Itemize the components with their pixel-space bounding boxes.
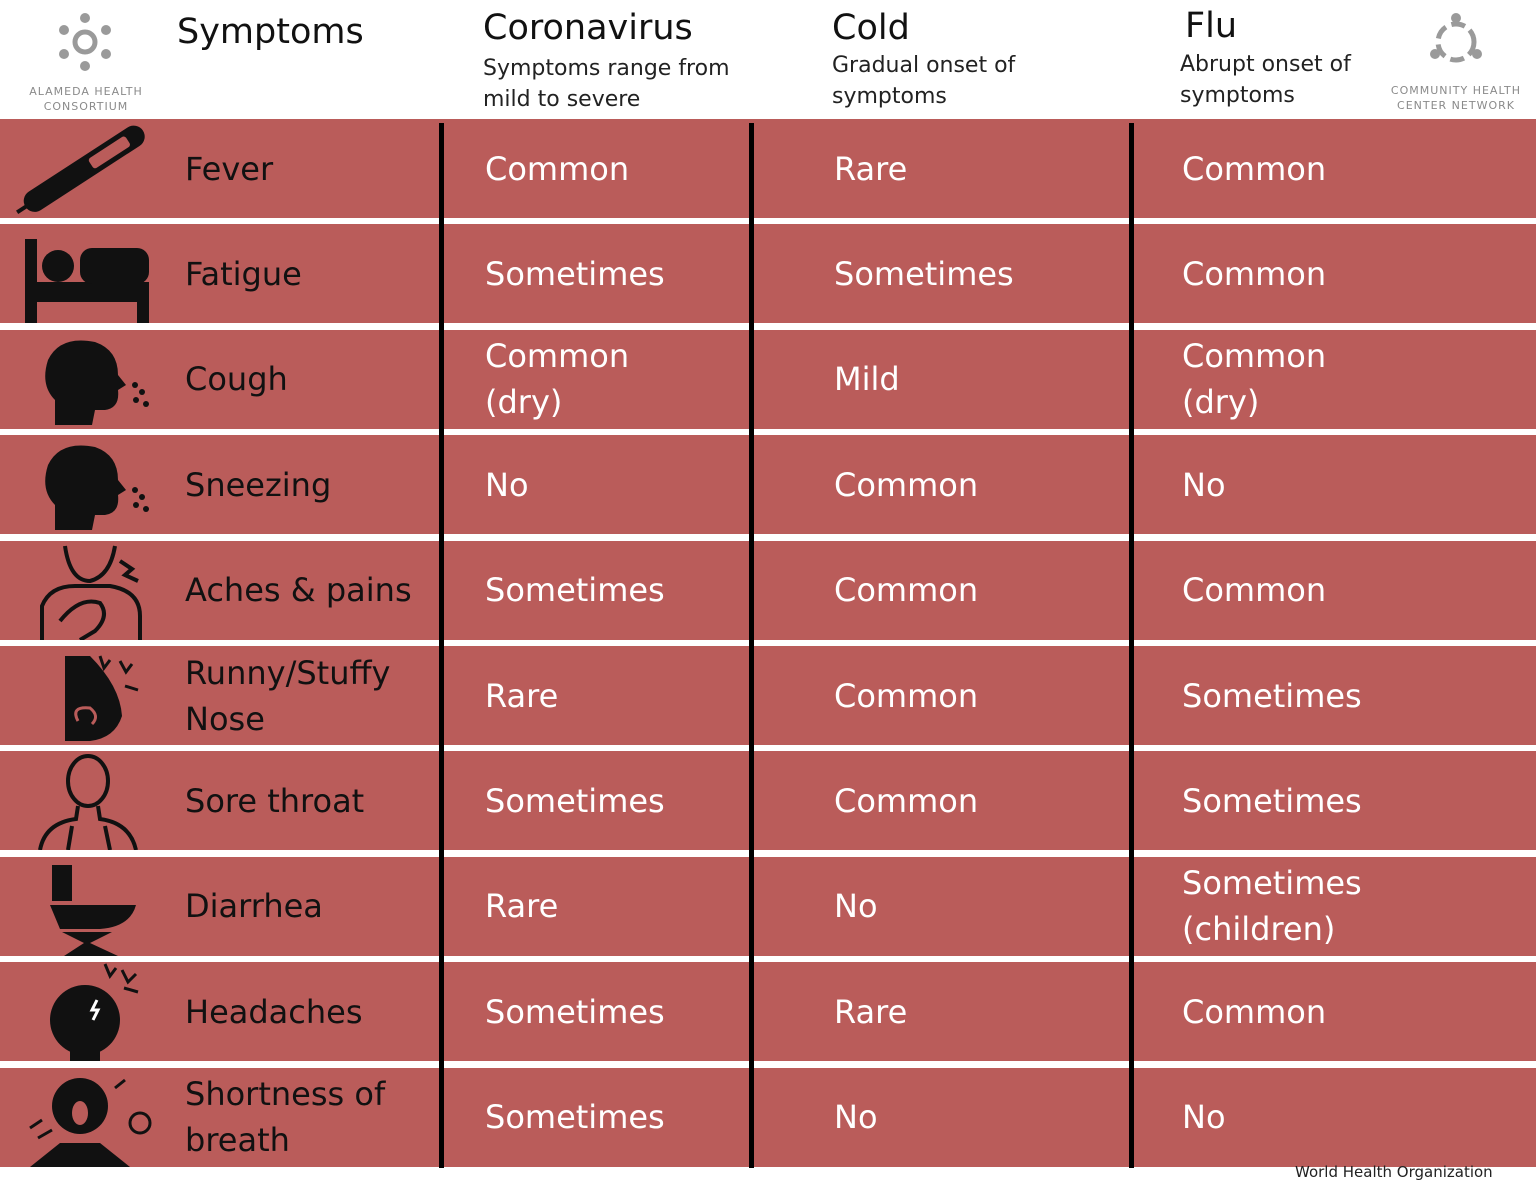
symptom-icon xyxy=(38,754,138,851)
cell-value: Sometimes xyxy=(485,1098,665,1137)
symptom-name: Headaches xyxy=(185,992,363,1031)
symptom-icon xyxy=(25,239,149,324)
table-row: Aches & pains Sometimes Common Common xyxy=(0,540,1536,640)
table-row: Sneezing No Common No xyxy=(0,435,1536,535)
cell-value: Sometimes xyxy=(485,781,665,820)
column-title: Symptoms xyxy=(177,12,364,52)
symptom-icon xyxy=(29,1077,152,1167)
table-row: Fever Common Rare Common xyxy=(0,119,1536,218)
cell-value: No xyxy=(834,1098,878,1137)
table-row: Diarrhea Rare No Sometimes (children) xyxy=(0,856,1536,956)
cell-value: Rare xyxy=(485,887,559,926)
symptom-name: Shortness of breath xyxy=(185,1075,386,1160)
cell-value: Sometimes (children) xyxy=(1182,864,1362,949)
column-title: Coronavirus xyxy=(483,8,693,48)
cell-value: No xyxy=(1182,1098,1226,1137)
left-logo-icon xyxy=(59,13,111,71)
column-title: Cold xyxy=(832,8,910,48)
cell-value: Sometimes xyxy=(485,992,665,1031)
cell-value: No xyxy=(1182,465,1226,504)
cell-value: Rare xyxy=(834,992,908,1031)
symptom-name: Cough xyxy=(185,360,288,399)
cell-value: Common (dry) xyxy=(1182,337,1327,422)
cell-value: No xyxy=(834,887,878,926)
table-row: Fatigue Sometimes Sometimes Common xyxy=(0,224,1536,324)
table-row: Runny/Stuffy Nose Rare Common Sometimes xyxy=(0,646,1536,745)
column-subtitle: Abrupt onset of symptoms xyxy=(1180,52,1351,108)
column-divider xyxy=(1129,123,1134,1168)
symptom-name: Diarrhea xyxy=(185,887,323,926)
table-row: Headaches Sometimes Rare Common xyxy=(0,962,1536,1062)
table-row: Sore throat Sometimes Common Sometimes xyxy=(0,751,1536,851)
cell-value: Common xyxy=(1182,571,1327,610)
symptom-name: Fatigue xyxy=(185,254,302,293)
cell-value: Common xyxy=(1182,992,1327,1031)
symptom-icon xyxy=(16,125,145,214)
cell-value: Rare xyxy=(834,149,908,188)
symptom-icon xyxy=(65,655,139,741)
cell-value: Common (dry) xyxy=(485,337,630,422)
cell-value: Common xyxy=(485,149,630,188)
left-logo-text: ALAMEDA HEALTH CONSORTIUM xyxy=(29,85,143,113)
cell-value: Common xyxy=(834,676,979,715)
cell-value: No xyxy=(485,465,529,504)
column-subtitle: Gradual onset of symptoms xyxy=(832,53,1016,109)
symptom-name: Sore throat xyxy=(185,781,365,820)
symptom-icon xyxy=(40,545,142,640)
cell-value: Rare xyxy=(485,676,559,715)
cell-value: Common xyxy=(834,781,979,820)
cell-value: Common xyxy=(834,465,979,504)
symptom-icon xyxy=(45,445,149,531)
column-subtitle: Symptoms range from mild to severe xyxy=(483,56,730,112)
cell-value: Common xyxy=(834,571,979,610)
column-divider xyxy=(439,123,444,1168)
symptom-icon xyxy=(50,864,136,956)
table-row: Cough Common (dry) Mild Common (dry) xyxy=(0,329,1536,429)
symptom-name: Fever xyxy=(185,149,274,188)
cell-value: Sometimes xyxy=(1182,676,1362,715)
symptom-name: Sneezing xyxy=(185,465,332,504)
symptom-name: Aches & pains xyxy=(185,571,412,610)
column-title: Flu xyxy=(1185,6,1238,46)
right-logo-icon xyxy=(1430,13,1482,63)
cell-value: Mild xyxy=(834,360,900,399)
cell-value: Common xyxy=(1182,149,1327,188)
table-row: Shortness of breath Sometimes No No xyxy=(0,1067,1536,1167)
cell-value: Common xyxy=(1182,254,1327,293)
symptom-icon xyxy=(50,963,139,1062)
right-logo-text: COMMUNITY HEALTH CENTER NETWORK xyxy=(1390,84,1522,112)
cell-value: Sometimes xyxy=(485,571,665,610)
source: World Health Organization xyxy=(1295,1163,1493,1181)
cell-value: Sometimes xyxy=(485,254,665,293)
cell-value: Sometimes xyxy=(834,254,1014,293)
symptom-icon xyxy=(45,340,149,425)
symptom-name: Runny/Stuffy Nose xyxy=(185,653,391,738)
column-divider xyxy=(749,123,754,1168)
cell-value: Sometimes xyxy=(1182,781,1362,820)
